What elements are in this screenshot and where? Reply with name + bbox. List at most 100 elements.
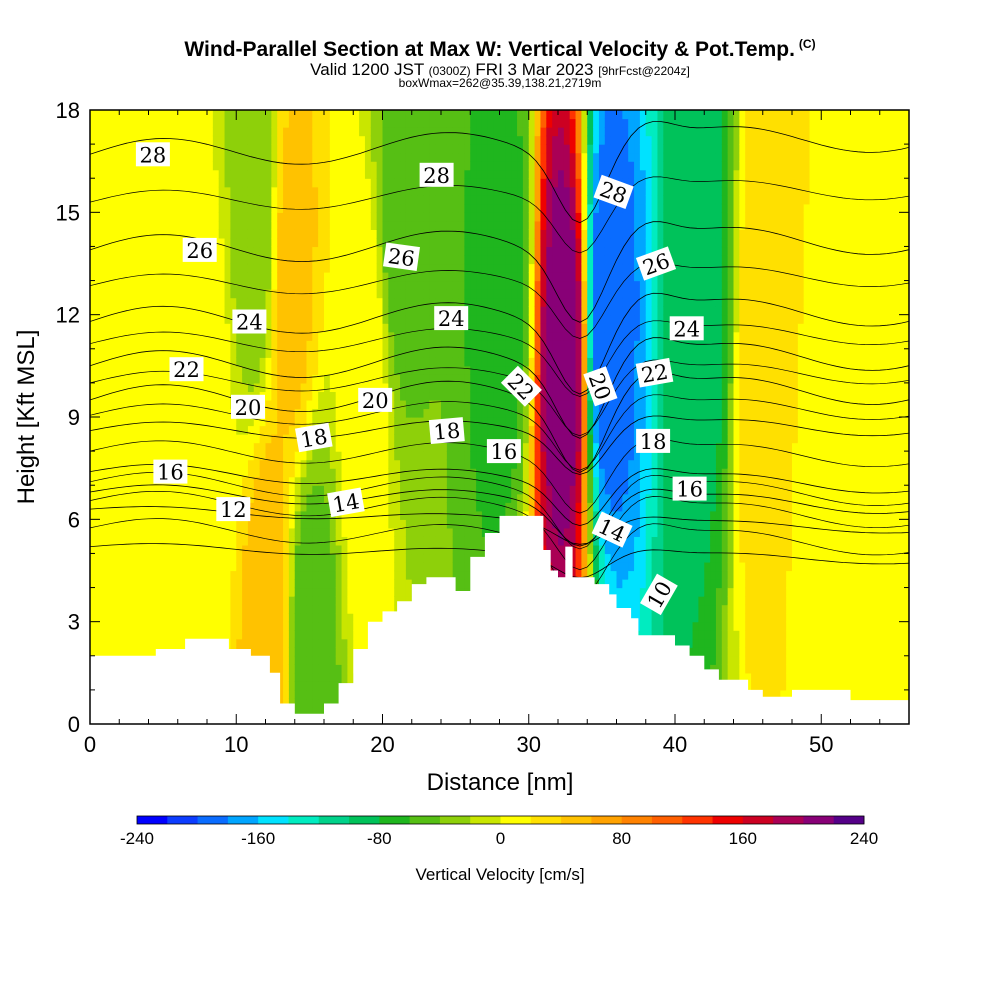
field-cell — [294, 672, 302, 682]
field-cell — [312, 638, 319, 648]
field-cell — [277, 263, 284, 273]
field-cell — [306, 579, 313, 589]
field-cell — [329, 195, 337, 205]
field-cell — [312, 502, 319, 512]
field-cell — [353, 374, 360, 384]
field-cell — [300, 681, 308, 691]
field-cell — [207, 382, 214, 393]
field-cell — [458, 561, 465, 572]
field-cell — [411, 272, 419, 282]
field-cell — [335, 144, 343, 154]
field-cell — [259, 561, 267, 572]
field-cell — [130, 391, 138, 401]
field-cell — [411, 237, 419, 248]
field-cell — [142, 169, 150, 179]
field-cell — [130, 493, 138, 503]
field-cell — [142, 527, 150, 537]
field-cell — [230, 254, 237, 265]
field-cell — [324, 519, 331, 529]
field-cell — [271, 638, 278, 648]
field-cell — [335, 561, 343, 572]
field-cell — [312, 698, 319, 708]
field-cell — [417, 314, 425, 324]
field-cell — [318, 297, 325, 307]
field-cell — [300, 408, 308, 418]
field-cell — [283, 135, 290, 145]
field-cell — [148, 544, 155, 555]
field-cell — [236, 135, 243, 145]
field-cell — [265, 519, 272, 529]
field-cell — [294, 110, 302, 120]
field-cell — [405, 596, 413, 606]
field-cell — [417, 323, 425, 333]
field-cell — [113, 135, 120, 145]
field-cell — [312, 527, 319, 537]
field-cell — [277, 186, 284, 196]
field-cell — [452, 357, 460, 367]
field-cell — [288, 672, 296, 682]
field-cell — [394, 536, 401, 546]
field-cell — [130, 596, 138, 606]
field-cell — [329, 408, 337, 418]
field-cell — [113, 553, 120, 563]
field-cell — [113, 561, 120, 572]
field-cell — [359, 544, 366, 555]
field-cell — [95, 417, 103, 427]
field-cell — [242, 374, 249, 384]
field-cell — [212, 280, 220, 290]
field-cell — [259, 237, 267, 248]
field-cell — [335, 630, 343, 640]
field-cell — [183, 178, 191, 188]
field-cell — [125, 127, 132, 137]
field-cell — [376, 485, 384, 495]
field-cell — [458, 502, 465, 512]
field-cell — [318, 280, 325, 290]
field-cell — [353, 468, 360, 478]
field-cell — [324, 502, 331, 512]
field-cell — [417, 144, 425, 154]
field-cell — [306, 459, 313, 469]
field-cell — [113, 579, 120, 589]
field-cell — [154, 314, 161, 324]
field-cell — [230, 527, 237, 537]
field-cell — [136, 212, 144, 222]
field-cell — [166, 604, 173, 614]
field-cell — [113, 638, 120, 648]
field-cell — [107, 570, 114, 580]
field-cell — [253, 220, 261, 230]
field-cell — [324, 485, 331, 495]
field-cell — [429, 357, 436, 367]
field-cell — [177, 229, 185, 239]
field-cell — [247, 152, 255, 162]
field-cell — [294, 596, 302, 606]
field-cell — [113, 306, 120, 316]
field-cell — [347, 596, 354, 606]
field-cell — [312, 553, 319, 563]
field-cell — [312, 110, 319, 120]
field-cell — [212, 178, 220, 188]
field-cell — [417, 536, 425, 546]
field-cell — [481, 323, 489, 333]
field-cell — [487, 195, 495, 205]
field-cell — [464, 246, 471, 256]
field-cell — [417, 579, 425, 589]
field-cell — [400, 161, 407, 171]
field-cell — [160, 399, 167, 410]
field-cell — [247, 613, 255, 623]
field-cell — [470, 118, 477, 128]
field-cell — [177, 434, 185, 444]
field-cell — [119, 323, 126, 333]
field-cell — [318, 365, 325, 375]
field-cell — [154, 527, 161, 537]
field-cell — [136, 638, 144, 648]
field-cell — [177, 127, 185, 137]
field-cell — [364, 127, 372, 137]
field-cell — [288, 220, 296, 230]
field-cell — [464, 451, 471, 461]
field-cell — [218, 587, 226, 597]
field-cell — [101, 237, 109, 248]
field-cell — [481, 391, 489, 401]
field-cell — [487, 519, 495, 529]
field-cell — [458, 289, 465, 299]
field-cell — [212, 374, 220, 384]
